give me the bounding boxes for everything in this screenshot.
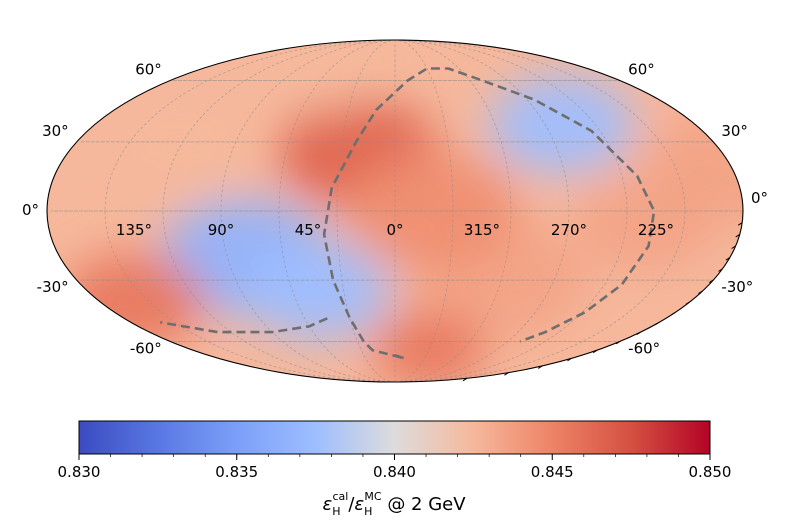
edge-tick xyxy=(731,245,736,249)
edge-tick xyxy=(709,279,714,284)
edge-tick xyxy=(636,331,641,335)
colorbar-ticks: 0.830 0.835 0.840 0.845 0.850 xyxy=(58,454,732,481)
colorbar-label-epsilon1: ε xyxy=(322,494,332,515)
map-feature-3 xyxy=(489,75,634,174)
edge-tick xyxy=(671,311,676,316)
edge-tick xyxy=(567,357,572,362)
edge-tick xyxy=(735,233,740,238)
colorbar-label-suffix: @ 2 GeV xyxy=(382,494,467,515)
edge-tick xyxy=(537,365,543,369)
meridian-line xyxy=(394,40,454,382)
edge-tick xyxy=(698,290,703,294)
edge-tick xyxy=(462,377,468,382)
colorbar-tick-label: 0.835 xyxy=(215,463,258,481)
edge-tick xyxy=(592,349,598,354)
lon-label: 315° xyxy=(464,221,500,239)
lon-label: 225° xyxy=(638,221,674,239)
latitude-labels: 60° 60° 30° 30° 0° 0° -30° -30° -60° -60° xyxy=(22,61,768,358)
lon-label: 135° xyxy=(116,221,152,239)
meridian-line xyxy=(278,40,396,382)
lon-label: 45° xyxy=(295,221,322,239)
longitude-labels: 135° 90° 45° 0° 315° 270° 225° xyxy=(116,221,674,239)
map-feature-11 xyxy=(244,40,389,113)
map-edge-ticks xyxy=(462,222,743,382)
edge-tick xyxy=(685,301,691,305)
colorbar-label-sub2: H xyxy=(364,505,372,518)
edge-tick xyxy=(718,268,723,272)
lon-label: 270° xyxy=(551,221,587,239)
lat-label-left: 0° xyxy=(22,201,39,219)
lat-label-left: -30° xyxy=(37,278,69,296)
edge-tick xyxy=(737,222,743,226)
colorbar-label: εHcal/εHMC @ 2 GeV xyxy=(322,490,466,518)
meridian-line xyxy=(336,40,396,382)
dashed-curve-main xyxy=(322,67,656,360)
lat-label-right: 60° xyxy=(628,61,655,79)
colorbar-label-sub1: H xyxy=(332,505,340,518)
colorbar-tick-label: 0.845 xyxy=(531,463,574,481)
colorbar-tick-label: 0.830 xyxy=(58,463,101,481)
meridian-line xyxy=(162,40,396,382)
meridian-line xyxy=(394,40,570,382)
graticule xyxy=(50,40,743,382)
lat-label-right: 30° xyxy=(721,122,748,140)
meridian-line xyxy=(220,40,396,382)
meridian-line xyxy=(394,40,512,382)
map-outline xyxy=(46,39,744,383)
map-feature-8 xyxy=(573,173,718,272)
map-feature-10 xyxy=(371,311,487,382)
lat-label-right: -30° xyxy=(721,278,753,296)
lon-label: 0° xyxy=(386,221,403,239)
meridian-line xyxy=(394,40,628,382)
colorbar: 0.830 0.835 0.840 0.845 0.850 εHcal/εHMC @ 2… xyxy=(58,420,732,518)
lon-label: 90° xyxy=(208,221,235,239)
lat-label-left: -60° xyxy=(130,339,162,357)
colorbar-box xyxy=(78,420,711,455)
lat-label-right: 0° xyxy=(751,189,768,207)
colorbar-tick-label: 0.840 xyxy=(373,463,416,481)
dashed-boundary-curve xyxy=(159,67,656,360)
map-feature-4 xyxy=(60,252,205,351)
colorbar-label-slash: / xyxy=(348,494,355,515)
dashed-curve-branch xyxy=(159,317,328,334)
lat-label-left: 60° xyxy=(135,61,162,79)
lat-label-left: 30° xyxy=(42,122,69,140)
edge-tick xyxy=(725,257,731,261)
colorbar-label-epsilon2: ε xyxy=(354,494,364,515)
colorbar-label-sup1: cal xyxy=(332,490,348,503)
edge-tick xyxy=(654,321,660,326)
edge-tick xyxy=(615,340,621,345)
colorbar-tick-label: 0.850 xyxy=(689,463,732,481)
edge-tick xyxy=(504,372,509,376)
colorbar-label-sup2: MC xyxy=(364,490,381,503)
map-feature-7 xyxy=(347,152,520,270)
map-feature-2 xyxy=(246,242,391,340)
lat-label-right: -60° xyxy=(628,339,660,357)
sky-map: 60° 60° 30° 30° 0° 0° -30° -30° -60° -60° 135° 90°… xyxy=(22,39,768,383)
